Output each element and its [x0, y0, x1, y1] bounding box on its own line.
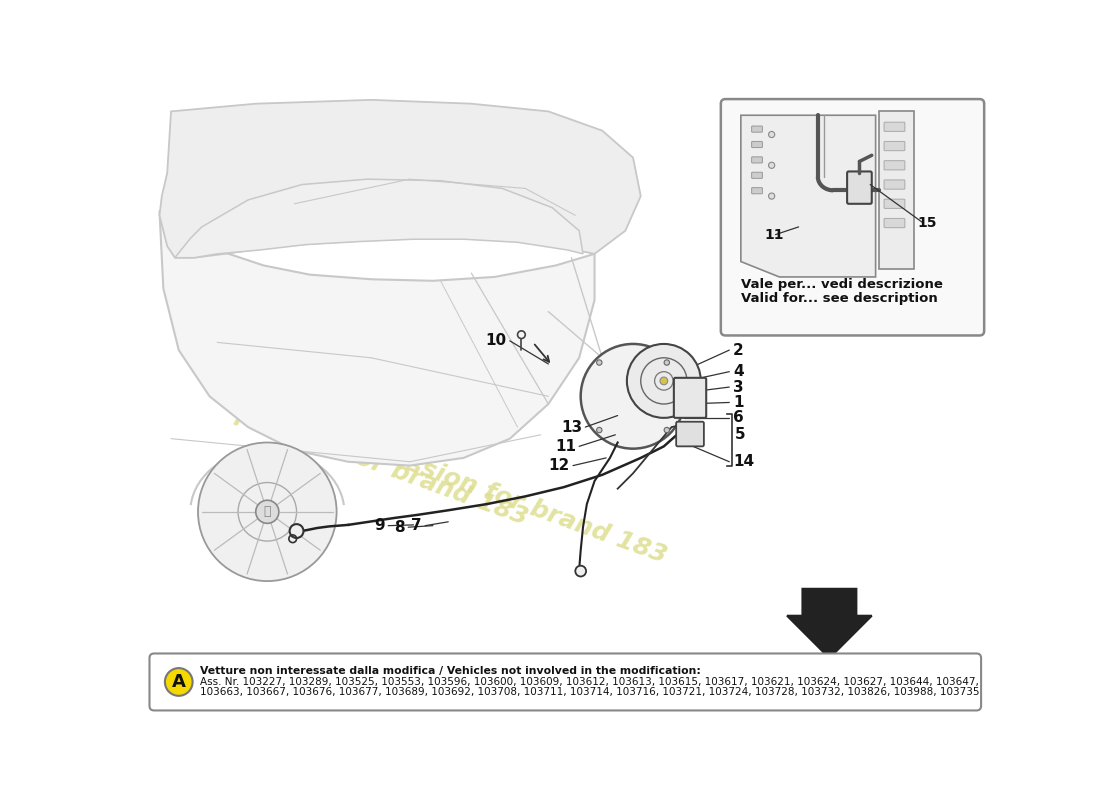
- Text: 103663, 103667, 103676, 103677, 103689, 103692, 103708, 103711, 103714, 103716, : 103663, 103667, 103676, 103677, 103689, …: [200, 687, 980, 698]
- Polygon shape: [788, 589, 871, 658]
- Text: 14: 14: [733, 454, 755, 470]
- FancyBboxPatch shape: [751, 188, 762, 194]
- Text: passion for brand 183: passion for brand 183: [372, 440, 670, 568]
- Circle shape: [660, 377, 668, 385]
- Text: Vetture non interessate dalla modifica / Vehicles not involved in the modificati: Vetture non interessate dalla modifica /…: [200, 666, 701, 676]
- Circle shape: [769, 193, 774, 199]
- FancyBboxPatch shape: [884, 218, 905, 228]
- Text: 13: 13: [561, 419, 582, 434]
- Circle shape: [255, 500, 279, 523]
- Circle shape: [581, 344, 685, 449]
- Text: 12: 12: [549, 458, 570, 473]
- Text: 9: 9: [374, 518, 385, 533]
- Text: 2: 2: [733, 342, 744, 358]
- Polygon shape: [160, 211, 594, 466]
- Text: 11: 11: [556, 439, 576, 454]
- FancyBboxPatch shape: [751, 157, 762, 163]
- Text: 🐴: 🐴: [264, 506, 271, 518]
- Text: Valid for... see description: Valid for... see description: [741, 292, 937, 306]
- Text: 5: 5: [735, 427, 746, 442]
- Circle shape: [575, 566, 586, 577]
- FancyBboxPatch shape: [884, 161, 905, 170]
- Circle shape: [664, 427, 670, 433]
- Circle shape: [769, 162, 774, 168]
- Polygon shape: [880, 111, 914, 270]
- Text: 1: 1: [733, 395, 744, 410]
- FancyBboxPatch shape: [751, 126, 762, 132]
- Polygon shape: [160, 100, 640, 258]
- Text: 15: 15: [917, 216, 937, 230]
- FancyBboxPatch shape: [751, 142, 762, 147]
- Circle shape: [596, 360, 602, 366]
- FancyBboxPatch shape: [884, 122, 905, 131]
- FancyBboxPatch shape: [676, 422, 704, 446]
- Text: A: A: [172, 673, 186, 691]
- Text: 11: 11: [763, 227, 783, 242]
- Circle shape: [165, 668, 192, 696]
- FancyBboxPatch shape: [751, 172, 762, 178]
- Text: Vale per... vedi descrizione: Vale per... vedi descrizione: [741, 278, 943, 291]
- FancyBboxPatch shape: [720, 99, 984, 335]
- Circle shape: [769, 131, 774, 138]
- Text: 6: 6: [733, 410, 744, 426]
- Text: 10: 10: [485, 334, 507, 348]
- Text: 8: 8: [395, 520, 405, 534]
- Text: 3: 3: [733, 379, 744, 394]
- Polygon shape: [175, 179, 583, 258]
- Text: Ass. Nr. 103227, 103289, 103525, 103553, 103596, 103600, 103609, 103612, 103613,: Ass. Nr. 103227, 103289, 103525, 103553,…: [200, 677, 979, 686]
- Polygon shape: [741, 115, 876, 277]
- Text: 7: 7: [411, 518, 422, 533]
- FancyBboxPatch shape: [150, 654, 981, 710]
- FancyBboxPatch shape: [674, 378, 706, 418]
- Text: 4: 4: [733, 364, 744, 379]
- Circle shape: [198, 442, 337, 581]
- Circle shape: [627, 344, 701, 418]
- FancyBboxPatch shape: [884, 180, 905, 189]
- Circle shape: [664, 360, 670, 366]
- Circle shape: [596, 427, 602, 433]
- FancyBboxPatch shape: [884, 142, 905, 150]
- Circle shape: [289, 524, 304, 538]
- FancyBboxPatch shape: [847, 171, 871, 204]
- Text: passion for brand 183: passion for brand 183: [233, 402, 531, 530]
- FancyBboxPatch shape: [884, 199, 905, 209]
